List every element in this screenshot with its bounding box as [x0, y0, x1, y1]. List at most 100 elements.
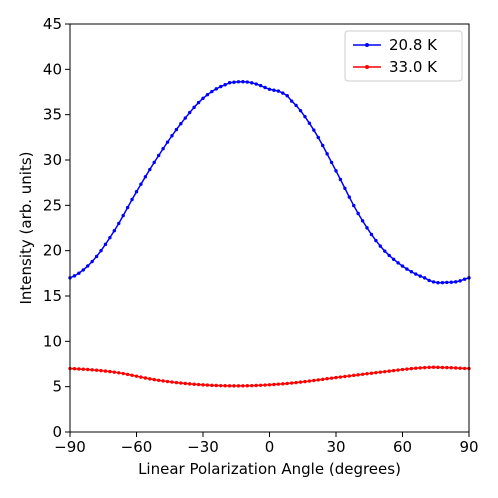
data-point	[263, 383, 267, 387]
data-point	[227, 81, 232, 85]
data-point	[396, 368, 400, 372]
legend: 20.8 K 33.0 K	[344, 30, 463, 82]
data-point	[254, 383, 258, 388]
data-point	[436, 365, 440, 370]
data-point	[192, 382, 196, 386]
data-point	[369, 232, 374, 237]
data-point	[112, 370, 117, 374]
data-point	[183, 116, 187, 120]
data-point	[440, 365, 445, 370]
data-point	[103, 369, 108, 373]
data-point	[289, 99, 294, 103]
legend-label: 33.0 K	[389, 58, 438, 76]
data-point	[254, 82, 258, 86]
data-point	[103, 242, 108, 247]
data-point	[214, 383, 218, 388]
data-point	[183, 381, 187, 386]
data-point	[117, 371, 121, 375]
y-tick-label: 45	[43, 15, 62, 33]
data-point	[134, 190, 139, 194]
data-point	[86, 264, 90, 268]
data-point	[329, 376, 334, 380]
data-point	[285, 381, 289, 386]
data-point	[205, 93, 210, 97]
data-point	[90, 259, 94, 264]
data-point	[462, 366, 467, 371]
data-point	[347, 195, 351, 199]
data-point	[130, 373, 134, 377]
data-point	[405, 267, 409, 271]
data-point	[108, 235, 112, 240]
plot-frame	[69, 23, 470, 433]
data-point	[338, 375, 343, 379]
data-point	[99, 368, 103, 373]
data-point	[156, 378, 161, 383]
data-point	[414, 272, 418, 276]
data-point	[431, 365, 436, 369]
data-point	[188, 110, 192, 115]
x-tick-label: −60	[121, 438, 153, 456]
data-point	[365, 226, 369, 230]
data-point	[365, 372, 369, 376]
data-point	[400, 367, 405, 372]
data-point	[307, 379, 312, 383]
legend-label: 20.8 K	[389, 36, 438, 54]
data-point	[241, 384, 245, 388]
data-point	[188, 382, 192, 386]
series-line	[69, 80, 470, 284]
data-point	[165, 379, 170, 384]
data-point	[143, 175, 148, 179]
data-point	[77, 367, 81, 371]
legend-marker	[365, 65, 369, 69]
data-point	[152, 160, 156, 165]
data-point	[258, 83, 263, 88]
x-axis-ticks: −90 −60 −30 0 30 60 90	[54, 432, 479, 456]
data-point	[303, 379, 307, 384]
data-point	[139, 182, 143, 186]
data-point	[281, 91, 285, 95]
data-point	[356, 373, 360, 377]
data-point	[347, 374, 351, 378]
data-point	[77, 271, 81, 275]
data-point	[205, 383, 210, 387]
data-point	[192, 105, 196, 110]
data-point	[360, 219, 365, 223]
x-tick-label: 90	[459, 438, 478, 456]
series-line	[69, 366, 470, 387]
data-point	[454, 280, 458, 284]
data-point	[250, 81, 254, 85]
data-point	[325, 377, 329, 381]
data-point	[298, 380, 303, 384]
legend-box	[344, 30, 463, 82]
data-point	[258, 383, 263, 387]
x-tick-label: −30	[187, 438, 219, 456]
data-point	[152, 377, 156, 382]
data-point	[436, 281, 440, 285]
data-point	[427, 365, 431, 370]
data-point	[383, 249, 387, 253]
data-point	[307, 121, 312, 125]
data-point	[201, 383, 205, 387]
data-point	[272, 382, 276, 387]
data-point	[276, 89, 281, 93]
x-tick-label: −90	[54, 438, 86, 456]
data-point	[440, 280, 445, 285]
data-point	[298, 108, 303, 113]
data-point	[170, 134, 174, 138]
data-point	[214, 87, 218, 91]
data-point	[148, 377, 152, 381]
data-point	[396, 261, 400, 265]
legend-entry: 33.0 K	[353, 58, 438, 76]
y-tick-label: 15	[43, 287, 62, 305]
data-point	[449, 366, 453, 370]
data-point	[369, 371, 374, 375]
legend-marker	[365, 43, 369, 47]
x-tick-label: 0	[265, 438, 275, 456]
data-point	[356, 211, 360, 216]
data-point	[125, 372, 130, 377]
data-point	[334, 375, 338, 380]
data-point	[334, 169, 338, 173]
data-point	[422, 276, 427, 280]
data-point	[445, 365, 449, 370]
data-point	[232, 384, 236, 388]
